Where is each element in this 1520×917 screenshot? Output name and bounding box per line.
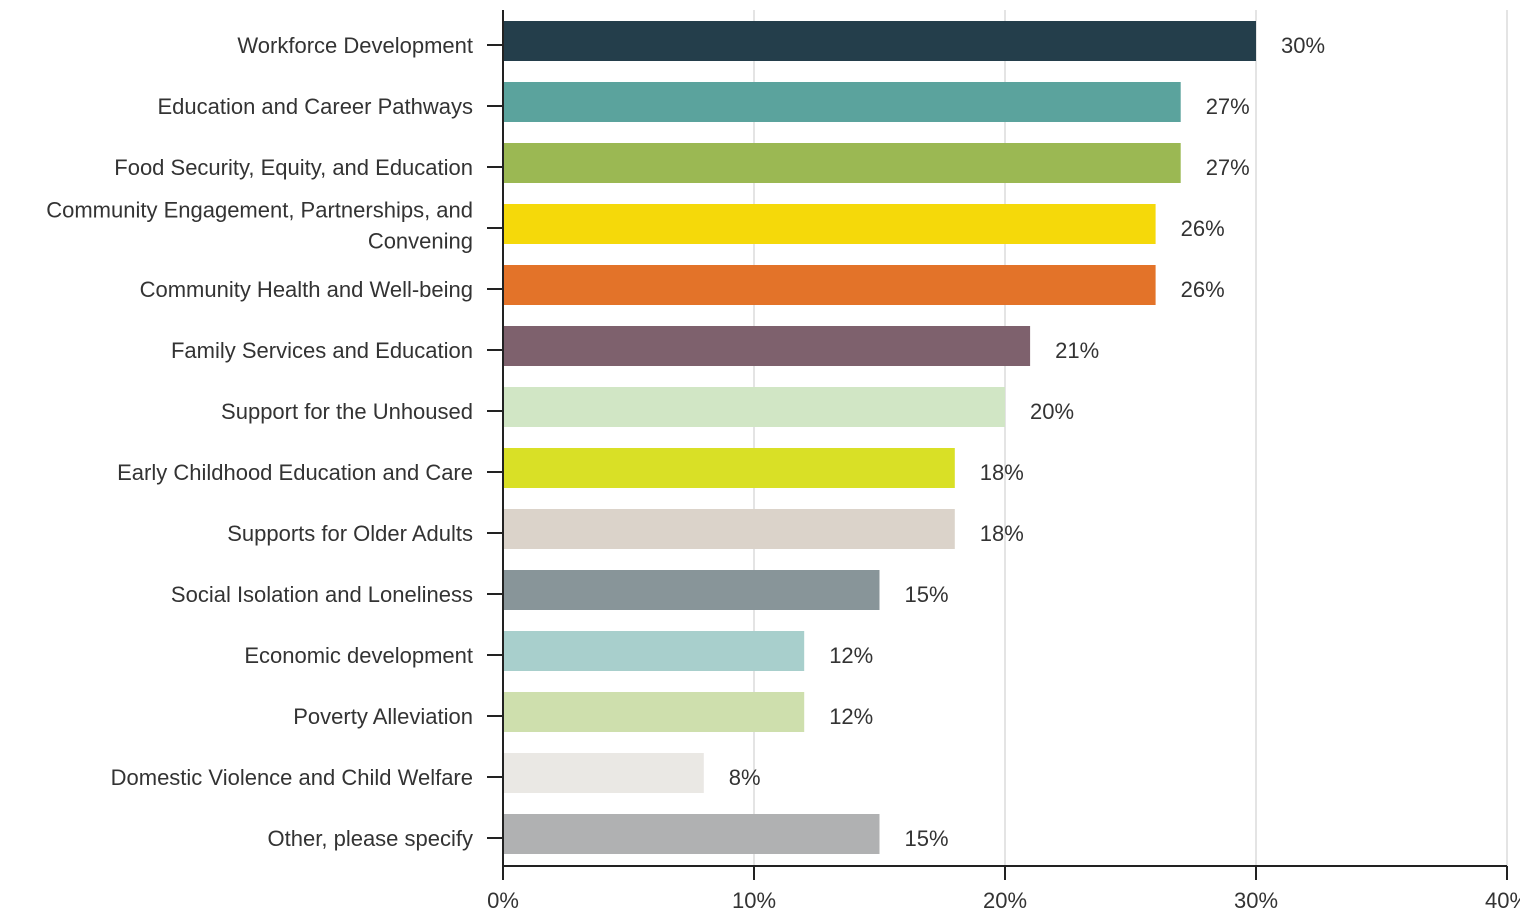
category-label: Support for the Unhoused [221, 399, 473, 424]
category-label: Domestic Violence and Child Welfare [111, 765, 473, 790]
value-label: 21% [1055, 338, 1099, 363]
category-label: Family Services and Education [171, 338, 473, 363]
category-label: Education and Career Pathways [157, 94, 473, 119]
value-label: 27% [1206, 94, 1250, 119]
bar [504, 21, 1256, 61]
value-label: 12% [829, 643, 873, 668]
value-label: 18% [980, 521, 1024, 546]
value-label: 30% [1281, 33, 1325, 58]
x-tick-label: 40% [1485, 888, 1520, 912]
bars [504, 21, 1256, 854]
value-label: 26% [1181, 277, 1225, 302]
bar [504, 326, 1031, 366]
gridlines [753, 10, 1508, 866]
value-label: 27% [1206, 155, 1250, 180]
value-label: 18% [980, 460, 1024, 485]
category-label: Community Engagement, Partnerships, and C… [46, 198, 473, 254]
value-label: 15% [905, 582, 949, 607]
value-label: 8% [729, 765, 761, 790]
bar [504, 448, 955, 488]
category-label: Community Health and Well-being [140, 277, 473, 302]
bar [504, 265, 1156, 305]
bar [504, 631, 805, 671]
x-tick-label: 10% [732, 888, 776, 912]
category-label: Workforce Development [237, 33, 473, 58]
category-label: Poverty Alleviation [293, 704, 473, 729]
value-label: 26% [1181, 216, 1225, 241]
value-label: 15% [905, 826, 949, 851]
bar [504, 570, 880, 610]
bar [504, 814, 880, 854]
bar [504, 753, 704, 793]
x-tick-label: 0% [487, 888, 519, 912]
bar [504, 82, 1181, 122]
bar [504, 204, 1156, 244]
bar [504, 143, 1181, 183]
category-label: Social Isolation and Loneliness [171, 582, 473, 607]
axes [487, 10, 1508, 880]
x-tick-label: 20% [983, 888, 1027, 912]
category-label: Food Security, Equity, and Education [114, 155, 473, 180]
category-label: Economic development [244, 643, 473, 668]
category-label: Supports for Older Adults [227, 521, 473, 546]
value-label: 12% [829, 704, 873, 729]
bar [504, 692, 805, 732]
labels: 0% 10% 20% 30% 40% Workforce Development 30% Ed… [46, 33, 1520, 913]
x-tick-label: 30% [1234, 888, 1278, 912]
category-label: Other, please specify [268, 826, 473, 851]
value-label: 20% [1030, 399, 1074, 424]
bar [504, 387, 1005, 427]
bar [504, 509, 955, 549]
category-label: Early Childhood Education and Care [117, 460, 473, 485]
